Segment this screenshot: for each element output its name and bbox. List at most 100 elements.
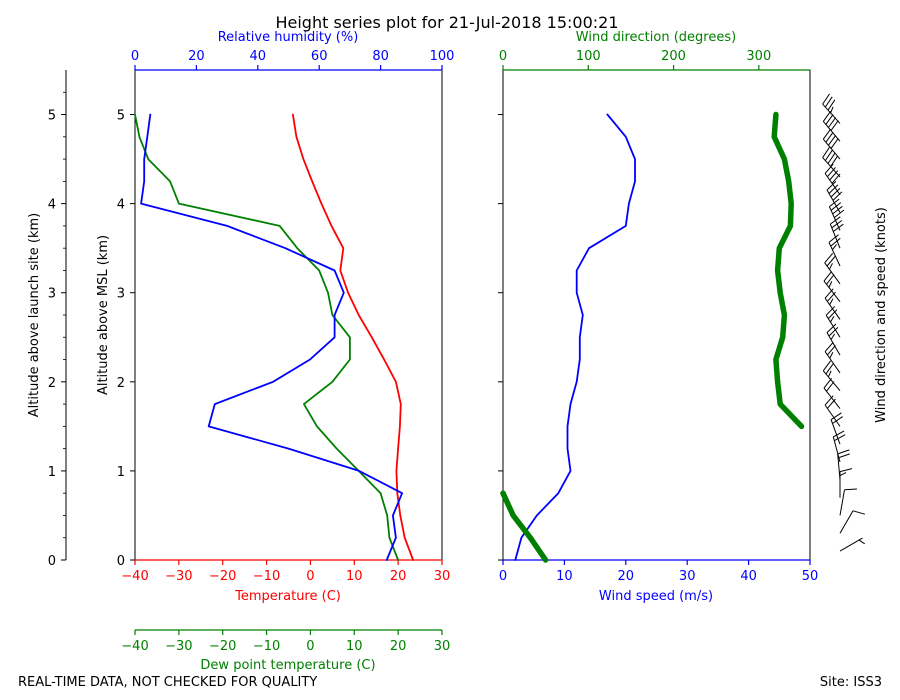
wind-barb — [839, 537, 865, 552]
wind-barb-feather — [823, 271, 832, 282]
dewpoint-axis-tick-label: 20 — [390, 639, 407, 654]
wind-barb — [825, 305, 841, 338]
dewpoint-axis-tick-label: −10 — [253, 639, 280, 654]
wind-barb — [826, 323, 841, 356]
dewpoint-axis-tick-label: 0 — [306, 639, 314, 654]
wind-barb-staff — [828, 206, 841, 231]
wind-barb-feather — [829, 298, 834, 305]
wind-barb-feather — [826, 181, 837, 191]
temperature-axis-tick-label: 20 — [390, 569, 407, 584]
barb-axis-label: Wind direction and speed (knots) — [874, 207, 889, 423]
thermo-y-axis-tick-label: 4 — [117, 198, 125, 213]
wind-barb-feather — [830, 106, 834, 114]
thermo-y-axis-tick-label: 5 — [117, 109, 125, 124]
dewpoint-axis-tick-label: 30 — [434, 639, 451, 654]
wind-barb — [824, 341, 841, 374]
wind-barb-staff — [825, 314, 841, 338]
wind-barb-feather — [826, 274, 835, 285]
wind-barb — [839, 468, 853, 498]
wind-direction-axis-tick-label: 200 — [661, 49, 686, 64]
wind-barb-feather — [822, 93, 830, 105]
wind-barb-feather — [830, 333, 836, 340]
wind-barb-staff — [826, 189, 841, 213]
dewpoint-axis-label: Dew point temperature (C) — [200, 658, 375, 673]
thermo-y-axis-tick-label: 0 — [117, 554, 125, 569]
wind-barb-feather — [827, 309, 838, 319]
rh-axis-tick-label: 80 — [372, 49, 389, 64]
temperature-line — [292, 113, 414, 561]
wind-barb — [824, 395, 841, 427]
wind-barb-staff — [839, 510, 854, 534]
wind-barb-staff — [822, 121, 841, 142]
wind-barb-feather — [825, 305, 836, 316]
wind-speed-axis-label: Wind speed (m/s) — [599, 589, 713, 604]
outer-altitude-axis-tick-label: 3 — [48, 287, 56, 302]
wind-barb-feather — [829, 352, 834, 359]
wind-direction-axis-tick-label: 100 — [576, 49, 601, 64]
wind-barb-staff — [828, 242, 841, 267]
wind-barb — [839, 488, 857, 516]
wind-barb-staff — [822, 157, 841, 178]
outer-altitude-axis-tick-label: 2 — [48, 376, 56, 391]
wind-barb-feather — [828, 234, 839, 243]
wind-barb-staff — [824, 351, 841, 374]
wind-barb-feather — [826, 256, 836, 267]
wind-barb — [822, 111, 841, 142]
wind-barb-feather — [858, 539, 865, 545]
wind-barb-staff — [839, 489, 845, 516]
wind-barb-feather — [824, 163, 834, 174]
wind-barb — [826, 181, 843, 213]
relative-humidity-line — [140, 113, 403, 561]
thermo-y-axis-tick-label: 2 — [117, 376, 125, 391]
wind-barb — [824, 252, 841, 285]
wind-barb-feather — [824, 341, 834, 352]
wind-barb-feather — [832, 191, 843, 201]
temperature-axis-tick-label: −10 — [253, 569, 280, 584]
outer-altitude-axis-tick-label: 0 — [48, 554, 56, 569]
wind-barb-feather — [827, 99, 836, 111]
wind-barb — [822, 93, 841, 124]
wind-barb-feather — [837, 449, 850, 455]
wind-speed-axis-tick-label: 30 — [679, 569, 696, 584]
wind-barb-feather — [828, 184, 839, 194]
wind-direction-axis-label: Wind direction (degrees) — [576, 30, 736, 45]
wind-speed-axis-tick-label: 50 — [802, 569, 819, 584]
wind-barb-staff — [822, 370, 841, 392]
wind-barb-feather — [852, 510, 866, 515]
wind-barb-feather — [839, 472, 847, 477]
wind-barb-staff — [822, 138, 841, 160]
wind-barb-feather — [833, 223, 844, 232]
dewpoint-axis-tick-label: −40 — [121, 639, 148, 654]
wind-barbs — [822, 93, 866, 552]
wind-panel-frame — [502, 69, 811, 561]
wind-barb-feather — [828, 281, 833, 288]
wind-direction-line — [500, 111, 805, 563]
wind-barb-feather — [825, 131, 834, 143]
rh-axis-tick-label: 100 — [430, 49, 455, 64]
dewpoint-axis-tick-label: −30 — [165, 639, 192, 654]
wind-barb-feather — [826, 381, 835, 392]
temperature-axis-tick-label: −30 — [165, 569, 192, 584]
wind-barb-staff — [829, 223, 841, 249]
quality-disclaimer: REAL-TIME DATA, NOT CHECKED FOR QUALITY — [18, 675, 317, 690]
wind-barb-feather — [837, 453, 850, 459]
wind-barb-feather — [830, 237, 841, 247]
wind-barb-feather — [824, 96, 833, 108]
wind-barb-staff — [823, 280, 841, 302]
wind-barb-feather — [830, 412, 842, 421]
wind-barb-feather — [822, 360, 832, 372]
wind-barb-staff — [839, 537, 863, 552]
wind-barb-feather — [822, 147, 830, 158]
figure-title: Height series plot for 21-Jul-2018 15:00… — [275, 13, 618, 32]
wind-barb — [837, 449, 850, 480]
wind-barb-feather — [830, 188, 841, 198]
wind-speed-axis-tick-label: 10 — [556, 569, 573, 584]
thermo-y-axis-tick-label: 1 — [117, 465, 125, 480]
temperature-axis-tick-label: −20 — [209, 569, 236, 584]
wind-barb-feather — [830, 138, 839, 149]
wind-barb-staff — [823, 387, 841, 409]
site-label: Site: ISS3 — [820, 675, 882, 690]
wind-barb-feather — [827, 370, 832, 378]
wind-speed-line — [514, 113, 636, 561]
